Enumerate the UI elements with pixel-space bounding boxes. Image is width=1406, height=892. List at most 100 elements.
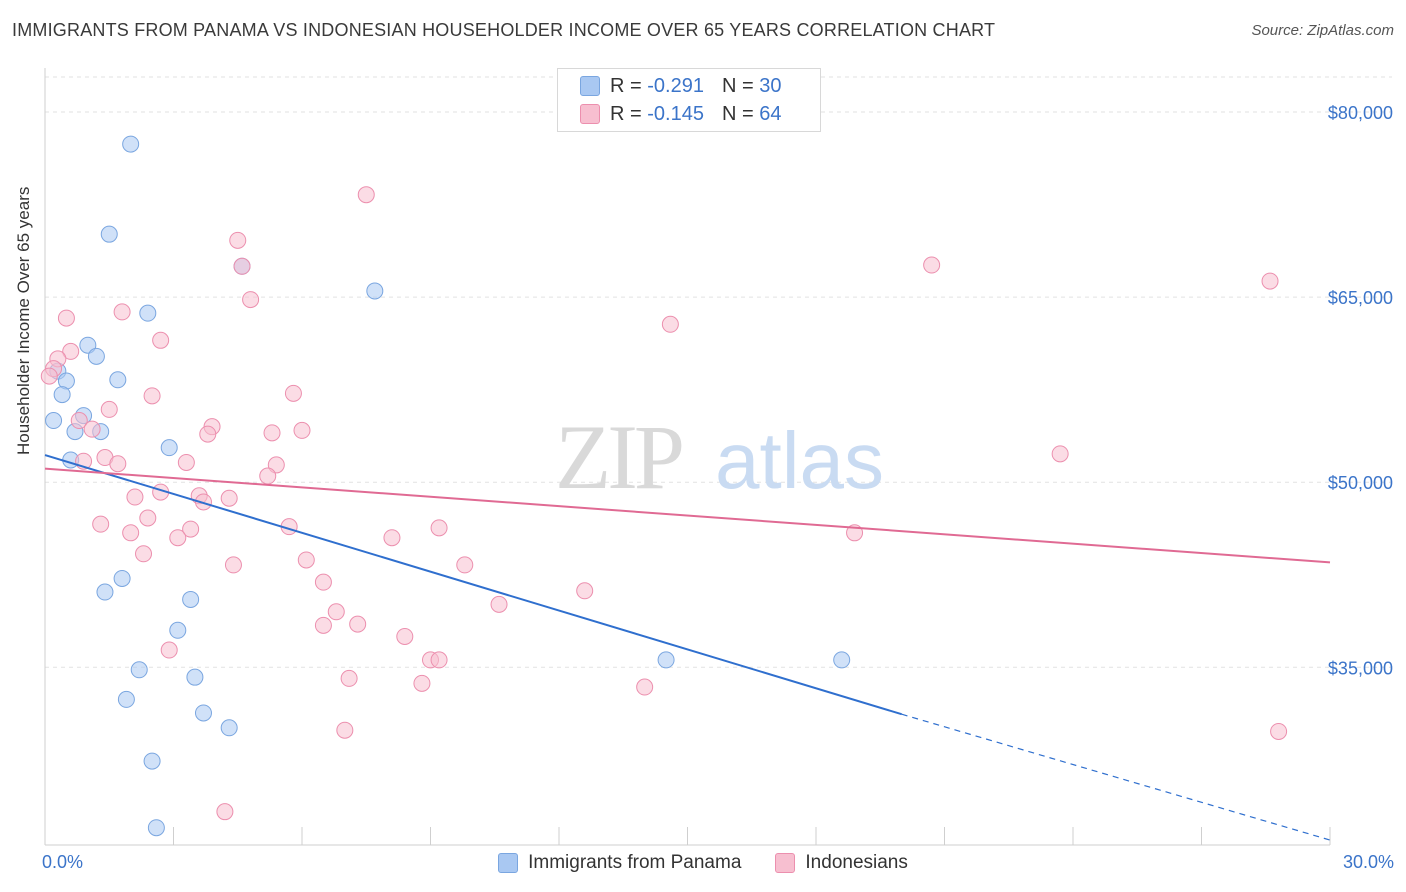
- watermark-zip: ZIP: [555, 406, 682, 508]
- point-panama: [139, 304, 157, 322]
- point-indonesians: [182, 520, 200, 538]
- point-panama: [657, 651, 675, 669]
- n-label: N =: [721, 74, 754, 97]
- swatch-panama: [580, 76, 600, 96]
- point-indonesians: [383, 529, 401, 547]
- point-indonesians: [340, 669, 358, 687]
- point-panama: [109, 371, 127, 389]
- point-indonesians: [92, 515, 110, 533]
- point-indonesians: [284, 384, 302, 402]
- point-indonesians: [83, 420, 101, 438]
- trend-lines: [44, 454, 1331, 841]
- point-panama: [100, 225, 118, 243]
- legend-label: Immigrants from Panama: [528, 852, 742, 873]
- point-indonesians: [661, 315, 679, 333]
- trend-line-indonesians: [44, 467, 1331, 564]
- point-indonesians: [233, 257, 251, 275]
- point-panama: [366, 282, 384, 300]
- point-indonesians: [220, 489, 238, 507]
- point-indonesians: [336, 721, 354, 739]
- legend-label: Indonesians: [805, 852, 908, 873]
- point-indonesians: [62, 342, 80, 360]
- source-label: Source: ZipAtlas.com: [1251, 22, 1394, 39]
- point-indonesians: [490, 595, 508, 613]
- r-label: R =: [610, 74, 642, 97]
- point-indonesians: [430, 519, 448, 537]
- point-indonesians: [122, 524, 140, 542]
- point-indonesians: [70, 412, 88, 430]
- point-panama: [833, 651, 851, 669]
- legend-item-panama[interactable]: Immigrants from Panama: [498, 852, 741, 874]
- r-value: -0.145: [647, 102, 704, 125]
- point-panama: [147, 819, 165, 837]
- y-axis-label: Householder Income Over 65 years: [14, 186, 33, 455]
- axes: [44, 68, 1331, 846]
- point-panama: [113, 569, 131, 587]
- point-indonesians: [177, 453, 195, 471]
- point-indonesians: [169, 529, 187, 547]
- y-tick-label: $50,000: [1328, 473, 1393, 493]
- chart-title: IMMIGRANTS FROM PANAMA VS INDONESIAN HOU…: [12, 20, 996, 40]
- point-indonesians: [327, 603, 345, 621]
- point-panama: [117, 690, 135, 708]
- point-indonesians: [396, 627, 414, 645]
- y-tick-labels: $35,000 $50,000 $65,000 $80,000: [1328, 103, 1393, 678]
- legend-swatch-indonesians: [775, 853, 796, 873]
- point-indonesians: [109, 455, 127, 473]
- point-panama: [160, 439, 178, 457]
- point-indonesians: [314, 573, 332, 591]
- n-value: 30: [759, 74, 782, 97]
- point-indonesians: [152, 331, 170, 349]
- trend-line-panama: [44, 454, 902, 716]
- legend: Immigrants from Panama Indonesians: [0, 852, 1406, 874]
- point-indonesians: [242, 291, 260, 309]
- legend-swatch-panama: [498, 853, 519, 873]
- point-indonesians: [113, 303, 131, 321]
- point-panama: [122, 135, 140, 153]
- point-indonesians: [456, 556, 474, 574]
- point-indonesians: [1261, 272, 1279, 290]
- point-indonesians: [160, 641, 178, 659]
- point-indonesians: [263, 424, 281, 442]
- legend-item-indonesians[interactable]: Indonesians: [775, 852, 908, 874]
- point-panama: [45, 412, 63, 430]
- point-indonesians: [57, 309, 75, 327]
- watermark-atlas: atlas: [715, 416, 884, 505]
- point-indonesians: [216, 803, 234, 821]
- n-value: 64: [759, 102, 782, 125]
- point-indonesians: [40, 367, 58, 385]
- point-indonesians: [923, 256, 941, 274]
- n-label: N =: [721, 102, 754, 125]
- y-tick-label: $65,000: [1328, 288, 1393, 308]
- point-indonesians: [293, 421, 311, 439]
- point-panama: [194, 704, 212, 722]
- point-indonesians: [1270, 722, 1288, 740]
- point-indonesians: [314, 616, 332, 634]
- trend-line-extension: [901, 713, 1331, 841]
- point-panama: [169, 621, 187, 639]
- stats-box: R = -0.291 N = 30 R = -0.145 N = 64: [557, 68, 821, 132]
- x-tick-label-min: 0.0%: [42, 852, 84, 872]
- point-panama: [96, 583, 114, 601]
- point-panama: [143, 752, 161, 770]
- swatch-indonesians: [580, 104, 600, 124]
- point-indonesians: [224, 556, 242, 574]
- point-panama: [87, 347, 105, 365]
- point-indonesians: [100, 400, 118, 418]
- stats-row-indonesians: R = -0.145 N = 64: [580, 102, 781, 126]
- point-indonesians: [139, 509, 157, 527]
- point-panama: [186, 668, 204, 686]
- point-indonesians: [199, 425, 217, 443]
- point-panama: [130, 661, 148, 679]
- r-label: R =: [610, 102, 642, 125]
- point-indonesians: [576, 582, 594, 600]
- point-indonesians: [430, 651, 448, 669]
- point-indonesians: [126, 488, 144, 506]
- point-indonesians: [1051, 445, 1069, 463]
- y-tick-label: $80,000: [1328, 103, 1393, 123]
- point-indonesians: [297, 551, 315, 569]
- point-indonesians: [259, 467, 277, 485]
- point-panama: [53, 386, 71, 404]
- point-indonesians: [143, 387, 161, 405]
- y-tick-label: $35,000: [1328, 658, 1393, 678]
